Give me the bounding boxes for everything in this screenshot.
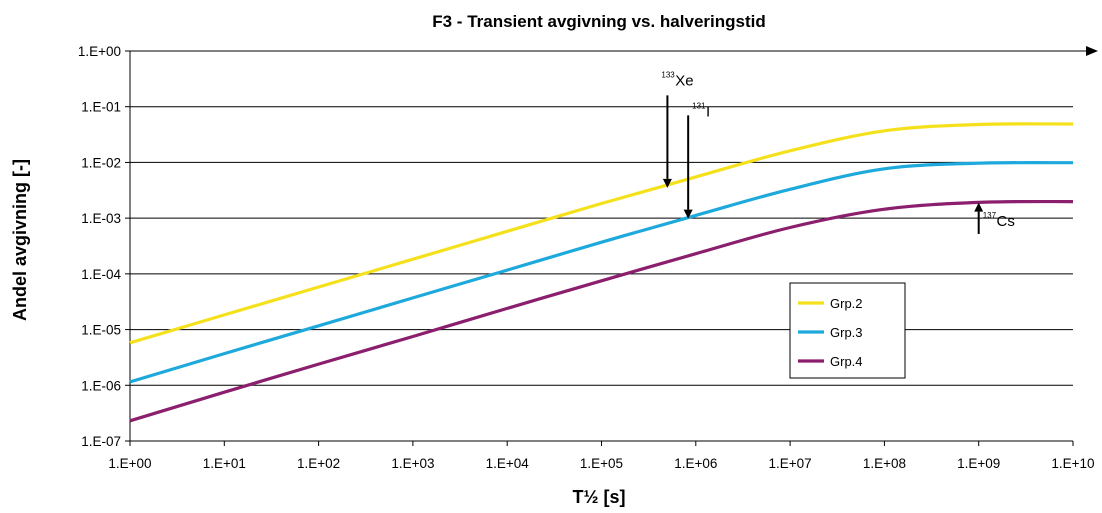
y-tick-label: 1.E-06 (81, 378, 121, 393)
legend-label: Grp.2 (830, 296, 863, 311)
x-tick-label: 1.E+03 (391, 456, 434, 471)
annotation-nuclide-label: Cs (997, 213, 1015, 230)
series-lines (129, 122, 1074, 423)
series-line-grp-3 (129, 161, 1074, 384)
x-tick-label: 1.E+08 (863, 456, 906, 471)
x-tick-label: 1.E+04 (486, 456, 530, 471)
y-tick-label: 1.E-04 (81, 267, 121, 282)
series-line-grp-4 (129, 199, 1074, 423)
x-tick-label: 1.E+06 (674, 456, 717, 471)
x-tick-labels: 1.E+00 1.E+01 1.E+02 1.E+03 1.E+04 1.E+05 1.E+… (108, 456, 1094, 471)
legend-label: Grp.4 (830, 354, 863, 369)
y-tick-label: 1.E-03 (81, 211, 121, 226)
y-tick-label: 1.E-07 (81, 434, 121, 449)
axis-arrow-head (1086, 46, 1098, 56)
y-tick-labels: 1.E+00 1.E-01 1.E-02 1.E-03 1.E-04 1.E-05 1.E-… (78, 44, 122, 449)
x-tick-label: 1.E+09 (957, 456, 1000, 471)
y-tick-label: 1.E-02 (81, 155, 121, 170)
y-axis-label: Andel avgivning [-] (10, 159, 30, 321)
series-line-grp-2 (129, 122, 1074, 345)
legend-label: Grp.3 (830, 325, 863, 340)
annotation-nuclide-label: Xe (675, 72, 693, 89)
x-tick-label: 1.E+00 (108, 456, 151, 471)
x-tick-label: 1.E+02 (297, 456, 340, 471)
annotation-arrow-head (662, 178, 672, 188)
x-tick-label: 1.E+07 (769, 456, 812, 471)
grid (130, 106, 1073, 386)
y-tick-label: 1.E-05 (81, 323, 121, 338)
legend: Grp.2 Grp.3 Grp.4 (789, 282, 906, 379)
x-tick-label: 1.E+01 (203, 456, 246, 471)
y-tick-label: 1.E+00 (78, 44, 121, 59)
annotation-arrow-head (974, 202, 984, 212)
annotation-mass-number: 137 (983, 211, 997, 220)
x-axis-label: T½ [s] (572, 487, 625, 507)
annotation-mass-number: 133 (661, 70, 675, 79)
annotation-mass-number: 131 (692, 101, 706, 110)
y-tick-label: 1.E-01 (81, 100, 121, 115)
chart-title: F3 - Transient avgivning vs. halveringst… (432, 12, 765, 31)
annotations: 133 Xe 131 I 137 Cs (661, 70, 1015, 234)
annotation-arrow-head (683, 209, 693, 219)
x-tick-label: 1.E+05 (580, 456, 623, 471)
annotation-nuclide-label: I (706, 103, 710, 120)
axes (125, 46, 1098, 446)
x-tick-label: 1.E+10 (1051, 456, 1094, 471)
